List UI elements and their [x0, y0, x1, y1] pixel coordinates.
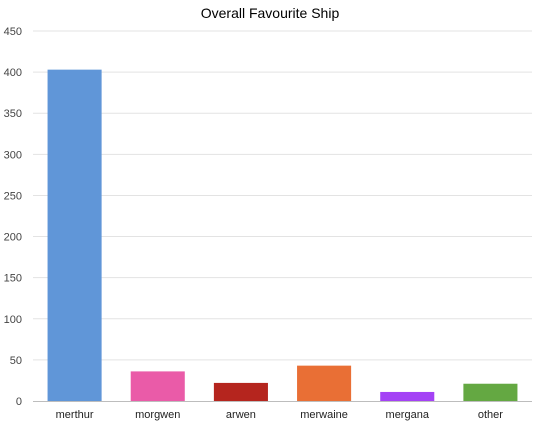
x-tick-label-merwaine: merwaine	[300, 409, 348, 421]
bar-merwaine	[297, 365, 352, 401]
y-tick-label: 150	[4, 273, 22, 285]
bars	[47, 69, 518, 402]
gridlines	[33, 30, 532, 361]
x-tick-label-mergana: mergana	[386, 409, 430, 421]
chart-title: Overall Favourite Ship	[201, 5, 340, 21]
y-tick-label: 250	[4, 190, 22, 202]
x-tick-label-morgwen: morgwen	[135, 409, 180, 421]
x-tick-label-other: other	[478, 409, 503, 421]
y-tick-label: 100	[4, 314, 22, 326]
y-axis-ticks: 0 50 100 150 200 250 300 350 400 450	[4, 26, 22, 408]
y-tick-label: 50	[10, 355, 22, 367]
x-tick-label-arwen: arwen	[226, 409, 256, 421]
y-tick-label: 400	[4, 67, 22, 79]
x-axis-labels: merthur morgwen arwen merwaine mergana other	[56, 409, 504, 421]
y-tick-label: 350	[4, 108, 22, 120]
y-tick-label: 200	[4, 232, 22, 244]
y-tick-label: 300	[4, 149, 22, 161]
y-tick-label: 0	[16, 396, 22, 408]
bar-morgwen	[130, 371, 185, 401]
x-tick-label-merthur: merthur	[56, 409, 94, 421]
bar-other	[463, 383, 518, 401]
bar-merthur	[47, 69, 102, 402]
y-tick-label: 450	[4, 26, 22, 38]
bar-mergana	[380, 391, 435, 401]
bar-arwen	[213, 382, 268, 401]
